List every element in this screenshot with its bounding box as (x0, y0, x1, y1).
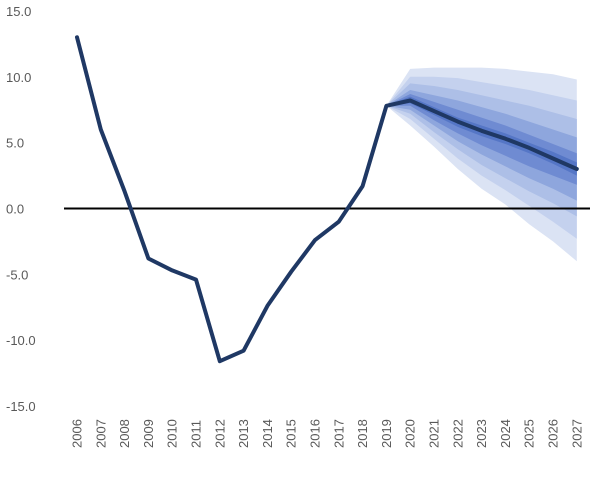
x-tick-label: 2024 (498, 419, 513, 448)
series-line-group (75, 35, 579, 364)
y-tick-label: 5.0 (6, 136, 24, 151)
y-tick-label: -10.0 (6, 333, 36, 348)
x-tick-label: 2006 (70, 419, 85, 448)
fan-band-5 (386, 94, 577, 185)
y-tick-label: 0.0 (6, 202, 24, 217)
y-axis-tick-labels: 15.0 10.0 5.0 0.0 -5.0 -10.0 -15.0 (6, 4, 36, 414)
y-tick-label: -5.0 (6, 267, 28, 282)
x-tick-label: 2025 (522, 419, 537, 448)
x-tick-label: 2027 (569, 419, 584, 448)
x-tick-label: 2019 (379, 419, 394, 448)
x-tick-label: 2017 (331, 419, 346, 448)
x-tick-label: 2021 (427, 419, 442, 448)
x-tick-label: 2008 (117, 419, 132, 448)
x-tick-label: 2014 (260, 419, 275, 448)
x-tick-label: 2022 (450, 419, 465, 448)
x-tick-label: 2015 (284, 419, 299, 448)
series-line (75, 35, 579, 364)
x-axis-tick-labels: 2006 2007 2008 2009 2010 2011 2012 2013 2014 2015… (70, 419, 585, 448)
y-tick-label: 15.0 (6, 4, 31, 19)
x-tick-label: 2026 (546, 419, 561, 448)
x-tick-label: 2007 (93, 419, 108, 448)
forecast-fan (386, 67, 577, 262)
x-tick-label: 2011 (189, 420, 204, 448)
x-tick-label: 2013 (236, 419, 251, 448)
x-tick-label: 2009 (141, 419, 156, 448)
x-tick-label: 2020 (403, 419, 418, 448)
x-tick-label: 2016 (308, 419, 323, 448)
y-tick-label: 10.0 (6, 70, 31, 85)
x-tick-label: 2023 (474, 419, 489, 448)
x-tick-label: 2010 (165, 419, 180, 448)
y-tick-label: -15.0 (6, 399, 36, 414)
x-tick-label: 2012 (212, 419, 227, 448)
x-tick-label: 2018 (355, 419, 370, 448)
